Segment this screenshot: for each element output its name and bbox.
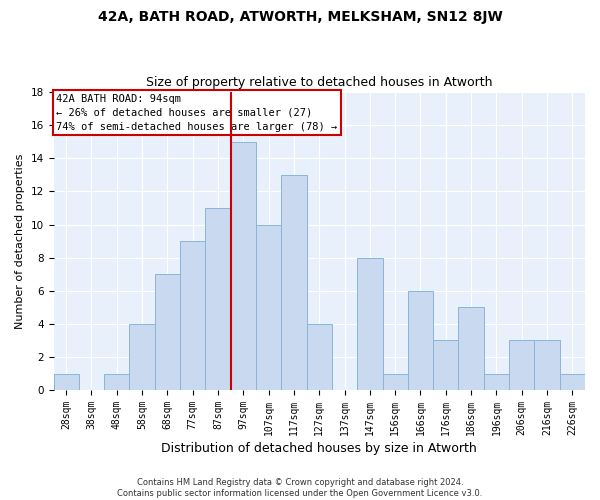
Bar [433,340,458,390]
Bar [104,374,130,390]
Bar [383,374,408,390]
Bar [230,142,256,390]
Text: 42A, BATH ROAD, ATWORTH, MELKSHAM, SN12 8JW: 42A, BATH ROAD, ATWORTH, MELKSHAM, SN12 … [98,10,502,24]
Bar [560,374,585,390]
Bar [484,374,509,390]
X-axis label: Distribution of detached houses by size in Atworth: Distribution of detached houses by size … [161,442,477,455]
Bar [130,324,155,390]
Bar [408,290,433,390]
Bar [458,308,484,390]
Bar [535,340,560,390]
Y-axis label: Number of detached properties: Number of detached properties [15,154,25,329]
Bar [256,224,281,390]
Bar [357,258,383,390]
Bar [205,208,230,390]
Bar [53,374,79,390]
Bar [307,324,332,390]
Text: 42A BATH ROAD: 94sqm
← 26% of detached houses are smaller (27)
74% of semi-detac: 42A BATH ROAD: 94sqm ← 26% of detached h… [56,94,337,132]
Text: Contains HM Land Registry data © Crown copyright and database right 2024.
Contai: Contains HM Land Registry data © Crown c… [118,478,482,498]
Bar [509,340,535,390]
Bar [281,175,307,390]
Bar [180,241,205,390]
Bar [155,274,180,390]
Title: Size of property relative to detached houses in Atworth: Size of property relative to detached ho… [146,76,493,90]
